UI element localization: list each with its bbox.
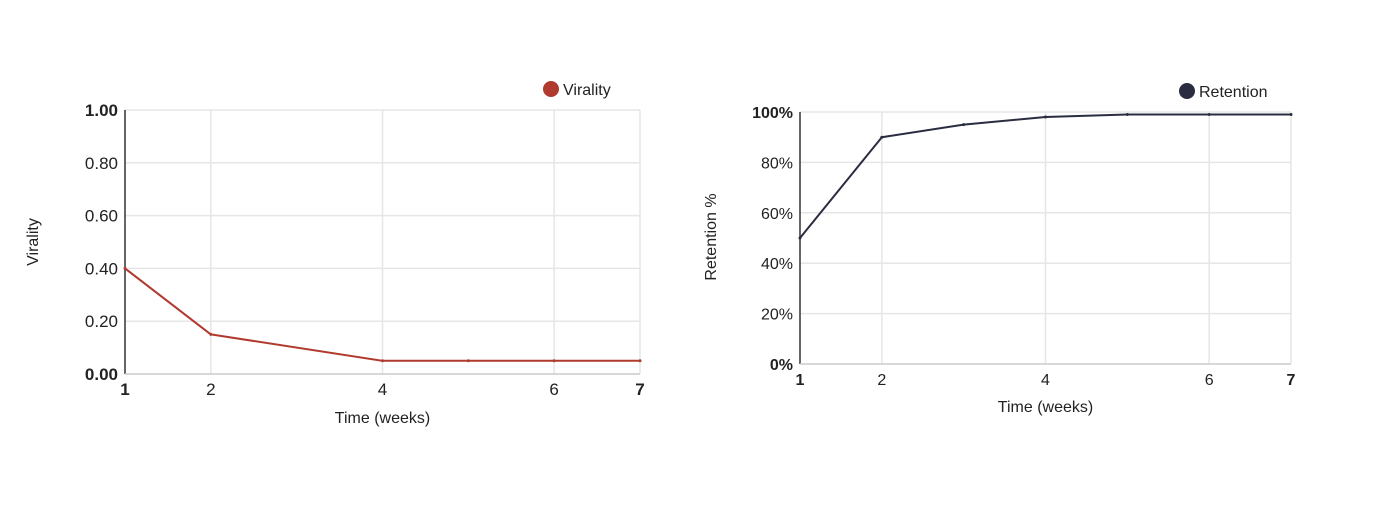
legend-marker — [1179, 83, 1195, 99]
data-point — [1289, 113, 1293, 117]
legend: Virality — [543, 81, 611, 99]
x-tick-label: 1 — [120, 380, 129, 399]
data-point — [1207, 113, 1211, 117]
data-point — [209, 332, 213, 336]
y-tick-label: 80% — [761, 155, 793, 172]
data-point — [638, 359, 642, 363]
data-point — [381, 359, 384, 363]
y-axis-title: Retention % — [703, 193, 720, 280]
legend-marker — [543, 81, 559, 97]
x-tick-label: 4 — [1041, 372, 1050, 389]
y-tick-label: 1.00 — [85, 101, 118, 120]
x-tick-label: 2 — [206, 380, 215, 399]
data-point — [798, 236, 802, 240]
y-tick-label: 0.00 — [85, 365, 118, 384]
x-tick-label: 1 — [796, 372, 805, 389]
x-tick-label: 6 — [549, 380, 558, 399]
y-tick-label: 0.60 — [85, 207, 118, 226]
x-axis-title: Time (weeks) — [998, 399, 1093, 416]
chart-2: 0% 20% 40% 60% 80% 100% 1 2 4 6 7 Time (weeks) Reten… — [703, 83, 1296, 416]
series-line-virality — [124, 267, 640, 362]
y-tick-label: 100% — [752, 105, 793, 122]
legend: Retention — [1179, 83, 1268, 101]
y-tick-label: 60% — [761, 206, 793, 223]
chart-1: 0.00 0.20 0.40 0.60 0.80 1.00 1 2 4 6 7 Time (weeks… — [25, 81, 645, 427]
y-tick-label: 0.80 — [85, 154, 118, 173]
data-point — [962, 123, 966, 127]
y-axis-title: Virality — [25, 218, 42, 266]
y-tick-label: 40% — [761, 256, 793, 273]
data-point — [552, 359, 556, 363]
y-tick-label: 0.20 — [85, 312, 118, 331]
legend-label: Virality — [563, 82, 611, 99]
data-point — [1044, 115, 1047, 119]
legend-label: Retention — [1199, 84, 1268, 101]
x-tick-label: 7 — [635, 380, 644, 399]
data-point — [466, 359, 470, 363]
y-tick-label: 20% — [761, 307, 793, 324]
data-point — [123, 266, 127, 270]
x-tick-label: 2 — [877, 372, 886, 389]
y-tick-label: 0.40 — [85, 259, 118, 278]
x-tick-label: 4 — [378, 380, 387, 399]
data-point — [1125, 113, 1129, 117]
x-axis-title: Time (weeks) — [335, 410, 430, 427]
x-tick-label: 6 — [1205, 372, 1214, 389]
data-point — [880, 135, 884, 139]
x-tick-label: 7 — [1287, 372, 1296, 389]
y-tick-label: 0% — [770, 357, 793, 374]
